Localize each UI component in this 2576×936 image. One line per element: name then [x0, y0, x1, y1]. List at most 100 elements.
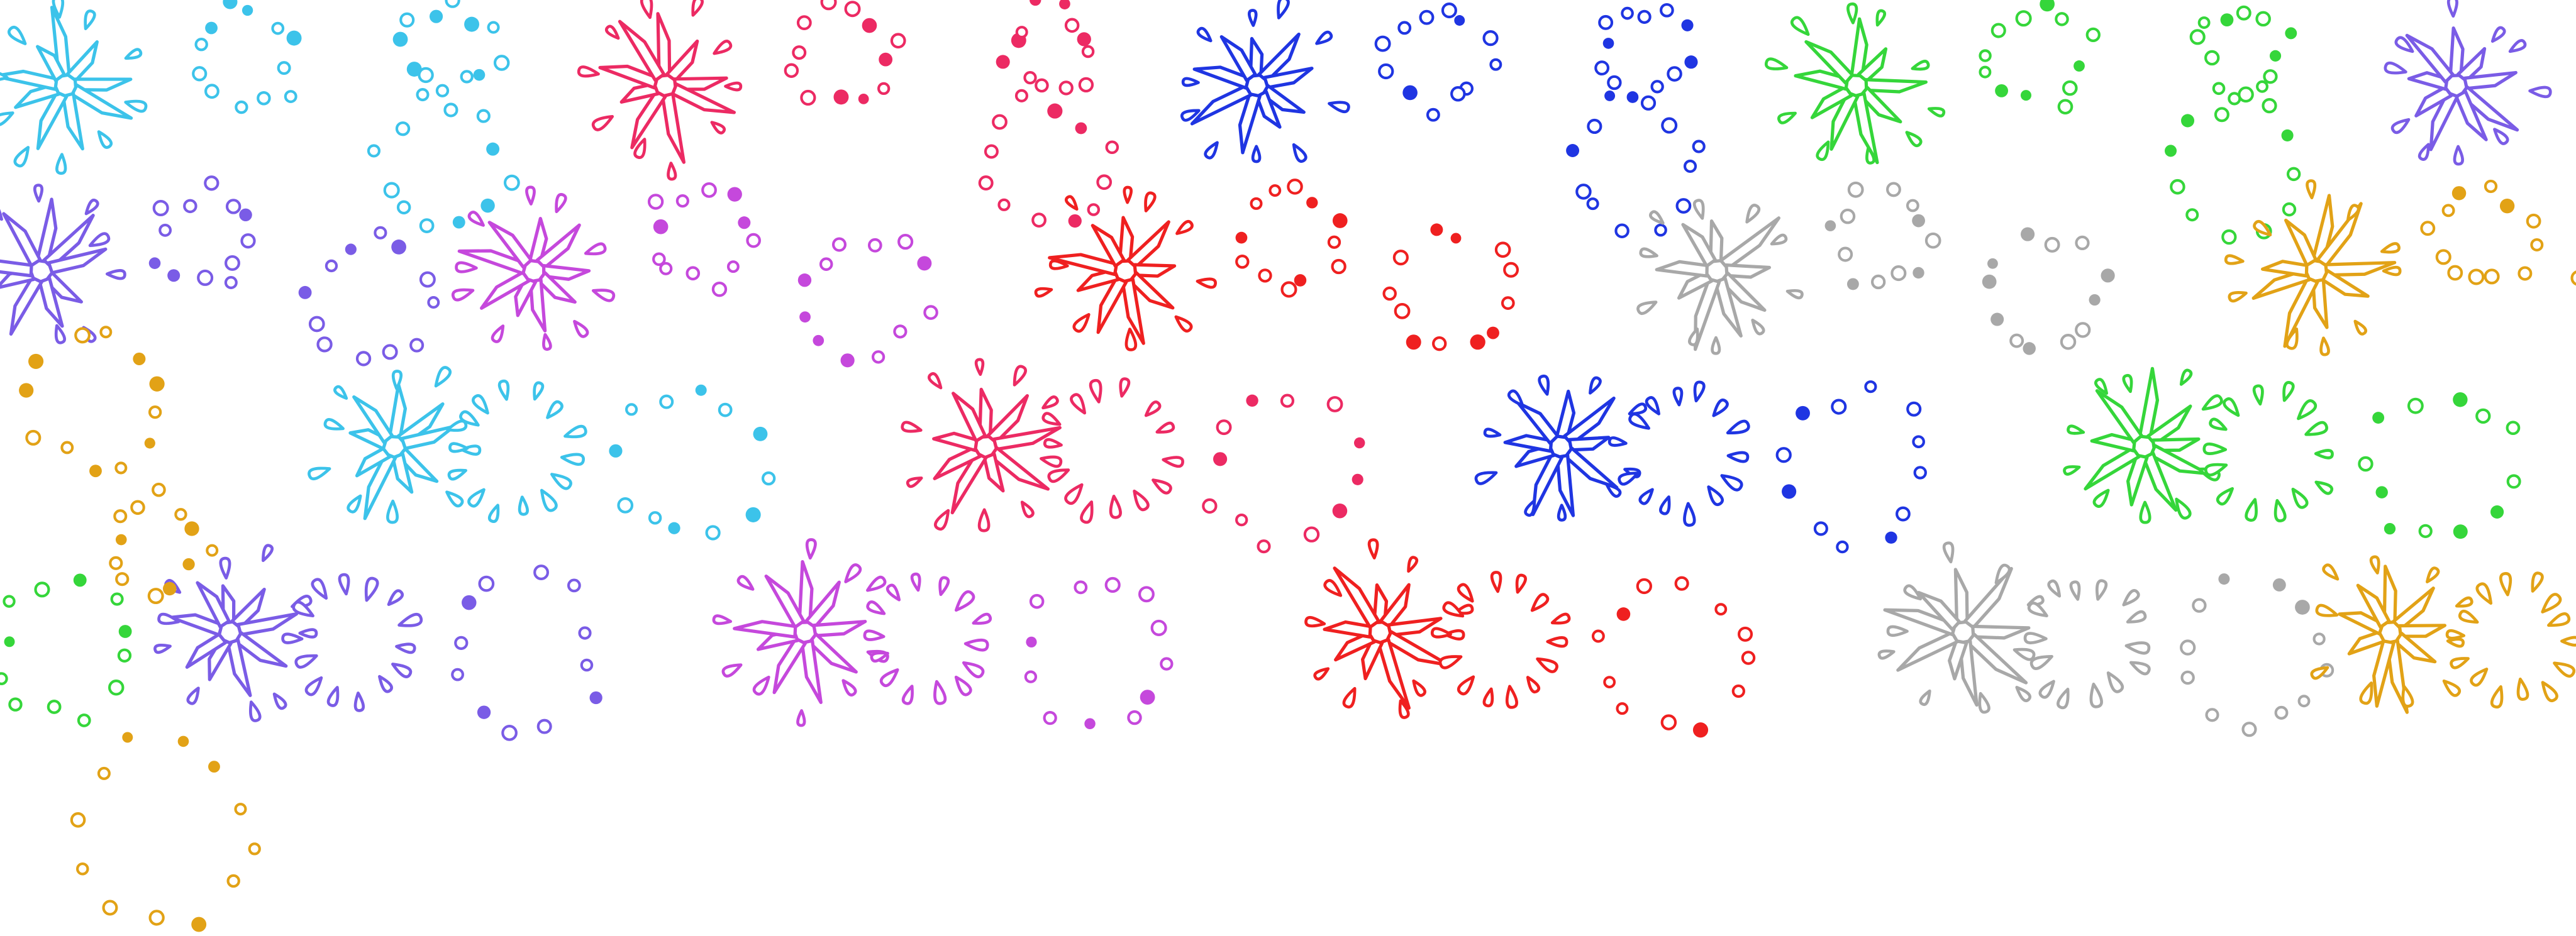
spark	[1441, 3, 1457, 19]
scatter-frame	[647, 182, 761, 297]
spark-droplet	[2490, 26, 2506, 43]
spark-dot	[2372, 412, 2385, 424]
burst-shard	[1334, 631, 1376, 662]
spark-droplet	[386, 499, 399, 524]
spark-droplet	[2106, 671, 2124, 693]
spark	[992, 114, 1008, 130]
spark	[427, 296, 440, 309]
spark-droplet	[2224, 254, 2245, 265]
spark	[831, 237, 847, 252]
spark	[1886, 182, 1901, 197]
spark-droplet	[2023, 632, 2048, 644]
burst-shard	[598, 64, 659, 90]
spark-droplet	[2204, 463, 2228, 477]
spark-dot	[1235, 231, 1248, 244]
spark	[1731, 684, 1745, 698]
spark-droplet	[1865, 146, 1875, 165]
burst-shard	[236, 612, 299, 637]
spark-dot	[144, 438, 155, 449]
spark-dot	[182, 558, 195, 571]
spark-droplet	[1292, 143, 1307, 163]
burst-shard	[38, 277, 64, 328]
burst-shard	[1883, 608, 1957, 637]
burst-shard	[618, 19, 666, 82]
spark-dot	[879, 52, 893, 67]
burst-shard	[536, 271, 577, 304]
spark-dot	[2021, 227, 2035, 241]
spark	[1660, 3, 1674, 18]
spark	[796, 15, 812, 31]
spark-droplet	[1919, 689, 1931, 707]
spark	[659, 394, 674, 409]
spark-droplet	[667, 162, 677, 181]
spark-droplet	[2380, 242, 2401, 254]
spark-dot	[73, 573, 87, 587]
spark	[1675, 198, 1692, 214]
burst-shard	[1263, 67, 1314, 89]
spark-droplet	[2209, 417, 2228, 431]
spark-droplet	[901, 421, 923, 433]
spark	[1840, 208, 1856, 224]
burst-shard	[2397, 624, 2446, 638]
spark-droplet	[292, 600, 314, 618]
spark-droplet	[1764, 57, 1789, 70]
burst-shard	[2372, 639, 2396, 708]
spark	[1029, 593, 1045, 609]
spark	[110, 592, 124, 606]
spark-droplet	[901, 685, 914, 705]
spark-droplet	[397, 612, 423, 627]
spark-dot	[184, 521, 199, 536]
spark-droplet	[1530, 593, 1550, 612]
spark-dot	[477, 705, 491, 719]
spark	[501, 725, 518, 741]
burst-frame	[901, 358, 1063, 532]
burst-shard	[1361, 638, 1384, 681]
spark	[2484, 268, 2500, 285]
burst-shard	[514, 277, 538, 317]
spark-dot	[1487, 326, 1499, 339]
spark-dot	[668, 522, 680, 534]
spark	[1202, 498, 1218, 514]
spark-droplet	[2067, 424, 2085, 435]
spark-droplet	[1711, 336, 1721, 355]
spark-droplet	[1636, 300, 1658, 315]
spark	[648, 511, 662, 525]
spark	[1287, 179, 1303, 195]
spark-dot	[1246, 394, 1258, 407]
spark	[1896, 506, 1911, 522]
spark-dot	[480, 198, 495, 213]
spark	[625, 403, 638, 416]
ring-frame	[447, 379, 587, 523]
burst-shard	[226, 638, 252, 697]
ring-frame	[1041, 377, 1184, 524]
spark-droplet	[1536, 657, 1558, 673]
spark-droplet	[1886, 625, 1909, 637]
burst-shard	[542, 264, 591, 281]
burst-frame	[2384, 0, 2552, 166]
spark-dot	[996, 55, 1010, 69]
spark-droplet	[879, 668, 899, 688]
burst-shard	[1829, 91, 1860, 151]
spark	[225, 255, 240, 271]
burst-frame	[1474, 374, 1648, 522]
spark	[0, 672, 8, 686]
spark-droplet	[1589, 376, 1602, 395]
spark-dot	[2089, 294, 2101, 306]
spark-dot	[1047, 103, 1063, 119]
burst-frame	[308, 366, 482, 524]
burst-shard	[234, 631, 288, 668]
spark-dot	[1306, 197, 1318, 209]
burst-frame	[0, 0, 148, 175]
burst-frame	[1304, 538, 1474, 719]
spark-droplet	[736, 575, 755, 591]
scatter-frame	[1235, 179, 1348, 298]
spark-droplet	[1174, 315, 1193, 333]
spark-droplet	[1040, 455, 1063, 468]
spark-dot	[242, 4, 253, 16]
spark-droplet	[1816, 140, 1830, 162]
burst-shard	[2392, 586, 2435, 630]
burst-shard	[1096, 276, 1128, 334]
spark-droplet	[713, 40, 733, 55]
spark-dot	[1692, 722, 1709, 738]
burst-shard	[457, 249, 528, 275]
